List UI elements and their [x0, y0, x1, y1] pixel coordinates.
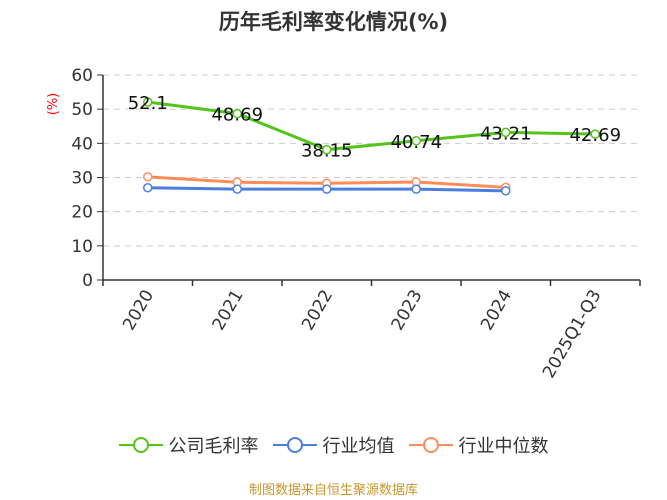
legend-label: 公司毛利率 — [168, 436, 259, 457]
data-point[interactable] — [322, 184, 332, 194]
y-tick-label: 20 — [71, 203, 93, 223]
data-point[interactable] — [411, 184, 421, 194]
legend-item-industry-avg[interactable]: 行业均值 — [272, 432, 395, 458]
legend-line-circle-icon — [118, 437, 163, 453]
legend-item-company[interactable]: 公司毛利率 — [118, 432, 259, 458]
x-tick-label: 2024 — [477, 287, 516, 334]
data-point[interactable] — [143, 97, 153, 107]
y-tick-label: 50 — [71, 100, 93, 120]
chart-title: 历年毛利率变化情况(%) — [218, 10, 449, 34]
legend: 公司毛利率 行业均值 行业中位数 — [0, 432, 667, 458]
y-tick-label: 10 — [71, 237, 93, 257]
data-label: 42.69 — [569, 125, 621, 146]
y-tick-label: 30 — [71, 169, 93, 189]
x-tick-label: 2020 — [119, 287, 158, 334]
legend-item-industry-median[interactable]: 行业中位数 — [408, 432, 549, 458]
data-point[interactable] — [411, 136, 421, 146]
data-point[interactable] — [232, 184, 242, 194]
legend-label: 行业均值 — [322, 436, 395, 457]
legend-line-circle-icon — [272, 437, 317, 453]
y-tick-label: 0 — [82, 271, 93, 291]
data-label: 43.21 — [480, 123, 532, 144]
data-label: 40.74 — [390, 132, 442, 153]
data-point[interactable] — [143, 183, 153, 193]
data-point[interactable] — [232, 108, 242, 119]
data-point[interactable] — [501, 186, 511, 196]
x-tick-label: 2023 — [388, 287, 427, 334]
line-chart: 0 10 20 30 40 50 60 (%) 2020 2021 2022 2023 2024 2025… — [46, 66, 641, 382]
y-tick-label: 40 — [71, 134, 93, 154]
x-tick-label: 2025Q1-Q3 — [539, 287, 606, 382]
data-label: 52.1 — [128, 93, 168, 114]
data-point[interactable] — [501, 127, 511, 138]
series-line — [147, 100, 596, 152]
data-source-note: 制图数据来自恒生聚源数据库 — [248, 483, 418, 498]
y-tick-label: 60 — [71, 66, 93, 86]
legend-line-circle-icon — [408, 437, 453, 453]
y-axis-label: (%) — [46, 93, 61, 116]
x-tick-label: 2021 — [209, 287, 248, 334]
x-tick-label: 2022 — [298, 287, 337, 334]
data-point[interactable] — [143, 172, 153, 182]
data-point[interactable] — [590, 129, 600, 139]
legend-label: 行业中位数 — [458, 436, 549, 457]
data-label: 38.15 — [301, 141, 353, 162]
data-point[interactable] — [322, 144, 332, 155]
data-label: 48.69 — [211, 105, 263, 126]
